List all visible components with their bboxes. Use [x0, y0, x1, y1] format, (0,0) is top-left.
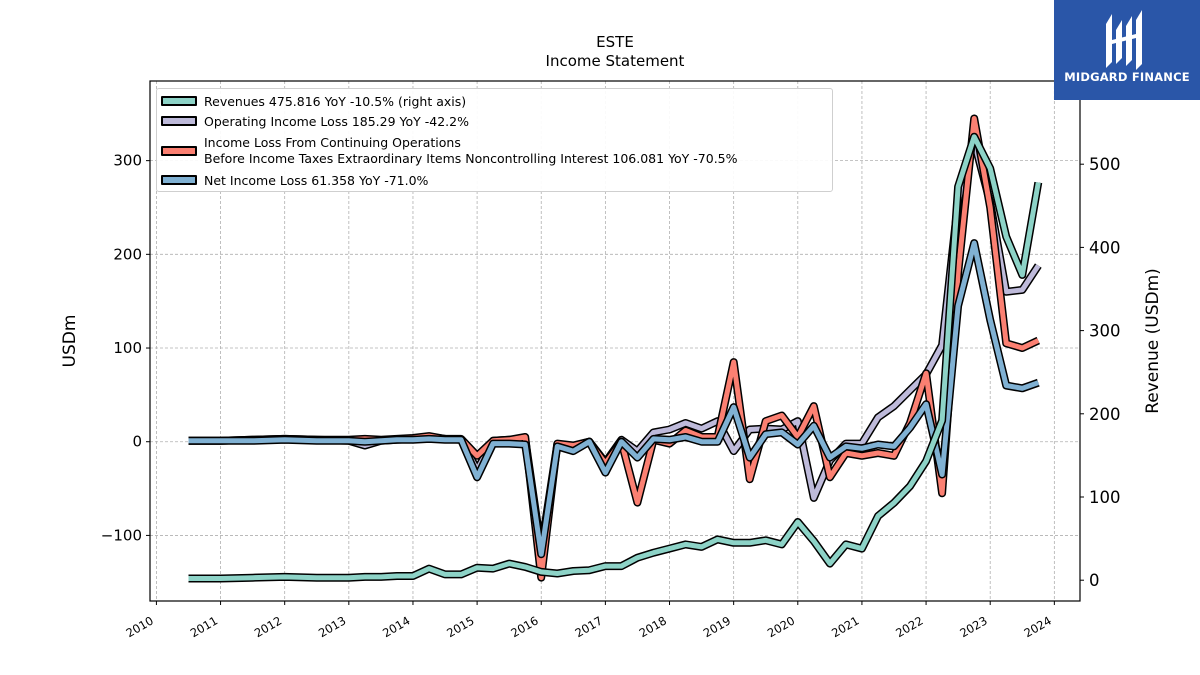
series-line: [188, 240, 1040, 557]
x-tick-label: 2014: [380, 613, 412, 640]
x-tick-label: 2018: [637, 613, 669, 640]
series-outline: [188, 132, 1043, 583]
y2-axis-label: Revenue (USDm): [1143, 268, 1163, 414]
y2-tick-label: 300: [1089, 322, 1121, 341]
x-tick-label: 2017: [573, 613, 605, 640]
y-tick-label: 300: [113, 152, 142, 170]
x-tick-label: 2013: [316, 613, 348, 640]
x-tick-label: 2024: [1021, 613, 1053, 640]
legend-swatch-operating-income: [161, 116, 197, 126]
x-tick-label: 2010: [124, 613, 156, 640]
y2-tick-label: 500: [1089, 155, 1121, 174]
legend-label-pretax-income-line-1: Income Loss From Continuing Operations: [204, 135, 461, 150]
series-line: [188, 134, 1041, 581]
y2-tick-label: 200: [1089, 405, 1121, 424]
legend: Revenues 475.816 YoY -10.5% (right axis)…: [156, 88, 833, 192]
x-tick-label: 2011: [188, 613, 220, 640]
logo-mark-icon: [1106, 10, 1142, 70]
plot-frame: [149, 80, 1081, 602]
y-tick-label: −100: [101, 526, 142, 544]
y2-tick-label: 400: [1089, 238, 1121, 257]
logo-text: MIDGARD FINANCE: [1064, 70, 1190, 84]
legend-label-operating-income: Operating Income Loss 185.29 YoY -42.2%: [204, 114, 469, 129]
y-tick-label: 200: [113, 245, 142, 263]
legend-swatch-revenues: [161, 96, 197, 106]
y-tick-label: 0: [132, 433, 142, 451]
legend-swatch-pretax-income: [161, 146, 197, 156]
x-tick-label: 2019: [701, 613, 733, 640]
series-outline: [188, 239, 1040, 559]
y2-tick-label: 0: [1089, 571, 1100, 590]
x-tick-label: 2015: [444, 613, 476, 640]
chart-title-line-2: Income Statement: [545, 52, 685, 70]
legend-label-pretax-income-line-2: Before Income Taxes Extraordinary Items …: [204, 151, 738, 166]
x-tick-label: 2021: [829, 613, 861, 640]
x-tick-label: 2012: [252, 613, 284, 640]
chart-title-line-1: ESTE: [596, 33, 634, 51]
legend-label-net-income: Net Income Loss 61.358 YoY -71.0%: [204, 173, 429, 188]
y2-tick-label: 100: [1089, 488, 1121, 507]
y-axis-label: USDm: [60, 315, 80, 368]
x-tick-label: 2023: [957, 613, 989, 640]
y-tick-label: 100: [113, 339, 142, 357]
midgard-finance-logo: MIDGARD FINANCE: [1054, 0, 1200, 100]
legend-label-revenues: Revenues 475.816 YoY -10.5% (right axis): [204, 94, 467, 109]
legend-swatch-net-income: [161, 175, 197, 185]
x-tick-label: 2020: [765, 613, 797, 640]
x-tick-label: 2022: [893, 613, 925, 640]
x-tick-label: 2016: [508, 613, 540, 640]
series-layer: [188, 114, 1043, 583]
